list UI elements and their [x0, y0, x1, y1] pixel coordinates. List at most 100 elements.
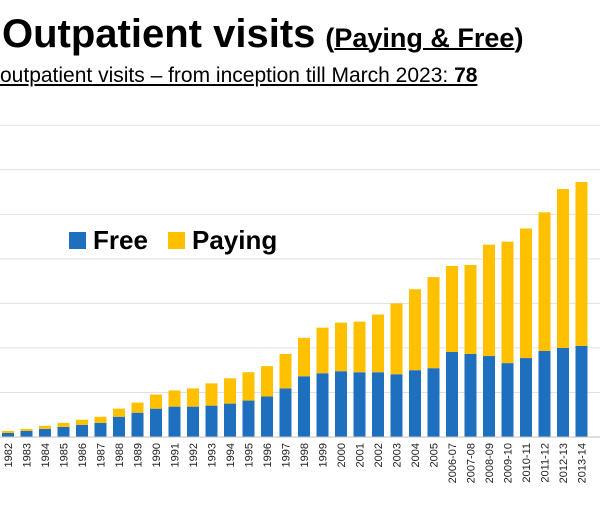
bar-free-2007-08 [464, 354, 477, 437]
bar-paying-1990 [150, 394, 162, 409]
title-paren-text: Paying & Free [334, 23, 515, 53]
x-tick-label: 1986 [77, 443, 89, 467]
bar-free-2005 [427, 368, 440, 437]
bar-paying-1992 [187, 388, 199, 407]
bar-paying-1997 [279, 354, 292, 389]
bar-free-1983 [20, 430, 33, 437]
x-tick-label: 1995 [244, 443, 256, 467]
x-tick-label: 1994 [225, 443, 237, 467]
x-tick-labels: 1982 1983 1984 1985 1986 1987 1988 1989 1990 1991… [3, 443, 589, 483]
bar-paying-1991 [168, 390, 181, 407]
x-tick-label: 1984 [40, 443, 52, 467]
bar-free-2006-07 [446, 351, 458, 437]
x-tick-label: 2004 [410, 443, 422, 467]
x-tick-label: 1985 [59, 443, 71, 467]
bar-paying-1999 [316, 327, 329, 374]
x-tick-label: 1996 [262, 443, 274, 467]
x-tick-label: 1988 [114, 443, 126, 467]
bar-paying-1984 [39, 425, 51, 429]
legend: Free Paying [69, 225, 277, 255]
bar-free-2008-09 [483, 356, 495, 437]
bar-free-1999 [316, 373, 329, 437]
x-tick-label: 1987 [96, 443, 108, 467]
bar-free-1985 [57, 426, 70, 437]
x-tick-label: 1991 [170, 443, 182, 467]
bar-free-1995 [242, 400, 255, 437]
chart-subtitle: outpatient visits – from inception till … [0, 64, 477, 87]
x-tick-label: 2006-07 [447, 443, 459, 483]
bar-free-1991 [168, 406, 181, 437]
bar-paying-2013-14 [575, 181, 588, 346]
bar-paying-1989 [131, 402, 144, 413]
title-main: Outpatient visits [2, 12, 316, 56]
x-tick-label: 1982 [3, 443, 15, 467]
bars [2, 181, 588, 437]
bar-paying-1995 [242, 372, 255, 401]
legend-paying-swatch [168, 232, 185, 249]
x-tick-label: 2009-10 [503, 443, 515, 483]
bar-paying-1994 [224, 378, 236, 404]
bar-paying-2011-12 [538, 212, 551, 351]
bar-paying-2009-10 [501, 241, 514, 364]
bar-free-2000 [335, 371, 347, 437]
x-tick-label: 2011-12 [540, 443, 552, 483]
legend-paying-label: Paying [192, 225, 277, 255]
bar-paying-2003 [390, 303, 403, 375]
x-tick-label: 2001 [355, 443, 367, 467]
legend-free-label: Free [93, 225, 148, 255]
bar-paying-1982 [2, 430, 14, 433]
bar-free-2001 [353, 372, 366, 437]
bar-paying-2012-13 [557, 189, 569, 348]
bar-paying-1988 [113, 408, 125, 417]
x-tick-label: 1989 [133, 443, 145, 467]
bar-paying-2005 [427, 277, 440, 369]
bar-free-1982 [2, 432, 14, 437]
x-tick-label: 2008-09 [484, 443, 496, 483]
bar-free-1984 [39, 428, 51, 437]
bar-paying-1996 [261, 366, 273, 397]
x-tick-label: 1992 [188, 443, 200, 467]
title-paren: (Paying & Free) [325, 23, 523, 53]
bar-paying-2001 [353, 321, 366, 373]
bar-paying-1987 [94, 416, 107, 423]
bar-free-2011-12 [538, 350, 551, 437]
bar-paying-2006-07 [446, 265, 458, 352]
bar-free-2009-10 [501, 363, 514, 437]
bar-paying-2007-08 [464, 264, 477, 355]
bar-free-1997 [279, 388, 292, 437]
title-paren-close: ) [514, 23, 524, 53]
bar-free-1989 [131, 412, 144, 437]
bar-free-1998 [298, 376, 310, 437]
bar-free-1990 [150, 408, 162, 437]
x-tick-label: 2002 [373, 443, 385, 467]
bar-paying-1985 [57, 422, 70, 427]
bar-free-2013-14 [575, 345, 588, 437]
bar-paying-2002 [372, 314, 384, 373]
bar-paying-1993 [205, 383, 218, 406]
subtitle-bold: 78 [454, 64, 478, 87]
bar-paying-2004 [409, 289, 421, 371]
x-tick-label: 2013-14 [577, 443, 589, 483]
bar-free-1987 [94, 422, 107, 437]
bar-free-2004 [409, 370, 421, 437]
x-tick-label: 2005 [429, 443, 441, 467]
bar-paying-2008-09 [483, 244, 495, 357]
bar-paying-1986 [76, 419, 88, 425]
x-tick-label: 1997 [281, 443, 293, 467]
x-tick-label: 1993 [207, 443, 219, 467]
bar-free-2003 [390, 374, 403, 437]
bar-paying-2000 [335, 322, 347, 372]
x-tick-label: 1990 [151, 443, 163, 467]
x-tick-label: 2012-13 [558, 443, 570, 483]
x-tick-label: 2003 [392, 443, 404, 467]
x-tick-label: 1983 [22, 443, 34, 467]
chart-title: Outpatient visits (Paying & Free) [2, 14, 523, 54]
bar-paying-2010-11 [520, 228, 532, 359]
bar-free-2012-13 [557, 347, 569, 437]
bar-free-2010-11 [520, 358, 532, 437]
bar-free-1992 [187, 406, 199, 437]
x-tick-label: 2007-08 [466, 443, 478, 483]
bar-free-1986 [76, 424, 88, 437]
bar-free-1993 [205, 405, 218, 437]
